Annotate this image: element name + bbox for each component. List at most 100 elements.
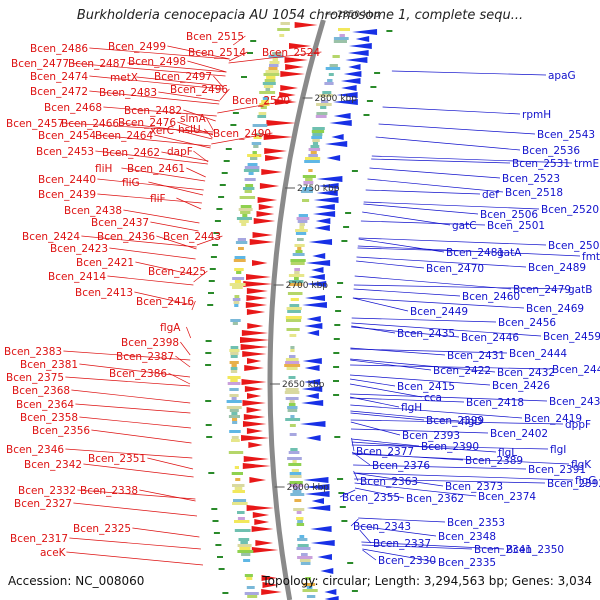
right-leader-line xyxy=(359,529,372,544)
right-gene-label: Bcen_2402 xyxy=(490,428,548,440)
left-leader-line xyxy=(211,132,273,145)
forward-gene-arrow xyxy=(246,407,263,413)
right-gene-label: Bcen_2393 xyxy=(402,430,460,442)
functional-block xyxy=(230,352,239,355)
cds-mark xyxy=(205,352,212,354)
left-gene-label: Bcen_2443 xyxy=(163,231,221,243)
right-gene-label: Bcen_2446 xyxy=(461,332,519,344)
left-leader-line xyxy=(65,448,193,459)
functional-block xyxy=(285,397,299,400)
functional-block xyxy=(234,487,243,490)
forward-gene-arrow xyxy=(247,323,264,329)
right-gene-label: Bcen_2335 xyxy=(438,557,496,569)
functional-block xyxy=(333,37,349,40)
functional-block xyxy=(289,283,303,286)
left-leader-line xyxy=(167,45,230,60)
functional-block xyxy=(294,499,302,502)
forward-gene-arrow xyxy=(263,134,293,140)
right-gene-label: Bcen_2444 xyxy=(509,348,567,360)
functional-block xyxy=(287,406,298,409)
kbp-tick-label: 2850 kbp xyxy=(337,10,380,20)
right-leader-line xyxy=(354,482,477,497)
functional-block xyxy=(304,160,320,163)
left-leader-line xyxy=(150,221,199,232)
functional-block xyxy=(238,247,244,250)
left-leader-line xyxy=(168,372,191,385)
left-gene-label: Bcen_2327 xyxy=(14,498,72,510)
functional-block xyxy=(233,301,240,304)
functional-block xyxy=(234,280,241,283)
forward-gene-arrow xyxy=(256,211,275,217)
right-leader-line xyxy=(369,167,501,179)
left-leader-line xyxy=(77,489,196,500)
reverse-gene-arrow xyxy=(331,134,344,140)
left-gene-label: Bcen_2500 xyxy=(232,95,290,107)
forward-gene-arrow xyxy=(289,43,312,49)
right-leader-line xyxy=(351,325,396,334)
functional-block xyxy=(239,220,249,223)
left-gene-label: Bcen_2524 xyxy=(262,47,320,59)
cds-mark xyxy=(247,52,253,54)
reverse-gene-arrow xyxy=(303,379,321,385)
left-leader-line xyxy=(73,502,198,517)
forward-gene-arrow xyxy=(241,379,267,385)
functional-block xyxy=(308,154,318,157)
right-gene-label: Bcen_2341 xyxy=(474,544,532,556)
functional-block xyxy=(234,256,246,259)
functional-block xyxy=(238,208,253,211)
right-gene-label: Bcen_2449 xyxy=(410,306,468,318)
left-leader-line xyxy=(123,209,200,224)
functional-block xyxy=(332,55,340,58)
cds-mark xyxy=(205,340,212,342)
functional-block xyxy=(299,223,305,226)
functional-block xyxy=(230,379,238,382)
functional-block xyxy=(237,550,254,553)
right-gene-label: gatA xyxy=(497,247,522,259)
cds-mark xyxy=(207,304,214,306)
functional-block xyxy=(288,451,300,454)
functional-block xyxy=(297,238,304,241)
functional-block xyxy=(229,409,239,412)
right-gene-label: flgD xyxy=(461,416,482,428)
functional-block xyxy=(263,85,274,88)
functional-block xyxy=(303,583,316,586)
right-gene-label: Bcen_2432 xyxy=(497,367,555,379)
functional-block xyxy=(229,283,246,286)
functional-block xyxy=(269,64,279,67)
cds-mark xyxy=(205,364,212,366)
functional-block xyxy=(289,475,302,478)
functional-block xyxy=(286,307,302,310)
functional-block xyxy=(285,361,300,364)
forward-gene-arrow xyxy=(252,260,268,266)
functional-block xyxy=(241,553,251,556)
functional-block xyxy=(226,406,242,409)
functional-block xyxy=(265,88,271,91)
left-leader-line xyxy=(69,537,201,550)
functional-block xyxy=(237,544,252,547)
functional-block xyxy=(247,154,262,157)
reverse-gene-arrow xyxy=(340,78,361,84)
functional-block xyxy=(289,400,295,403)
right-gene-label: Bcen_2502 xyxy=(548,240,600,252)
forward-gene-arrow xyxy=(252,512,270,518)
functional-block xyxy=(316,112,328,115)
cds-mark xyxy=(219,184,226,186)
left-gene-label: Bcen_2438 xyxy=(64,205,122,217)
functional-block xyxy=(302,589,318,592)
right-leader-line xyxy=(367,178,504,193)
reverse-gene-arrow xyxy=(311,498,325,504)
left-gene-label: Bcen_2423 xyxy=(50,243,108,255)
cds-mark xyxy=(223,160,230,162)
forward-gene-arrow xyxy=(241,330,269,336)
cds-mark xyxy=(216,208,223,210)
left-gene-label: Bcen_2421 xyxy=(76,257,134,269)
reverse-gene-arrow xyxy=(305,393,319,399)
right-leader-line xyxy=(360,220,486,226)
reverse-gene-arrow xyxy=(355,36,370,42)
left-gene-label: Bcen_2351 xyxy=(88,453,146,465)
reverse-gene-arrow xyxy=(316,176,343,182)
forward-gene-arrow xyxy=(246,505,274,511)
cds-mark xyxy=(347,562,354,564)
right-leader-line xyxy=(349,383,423,398)
